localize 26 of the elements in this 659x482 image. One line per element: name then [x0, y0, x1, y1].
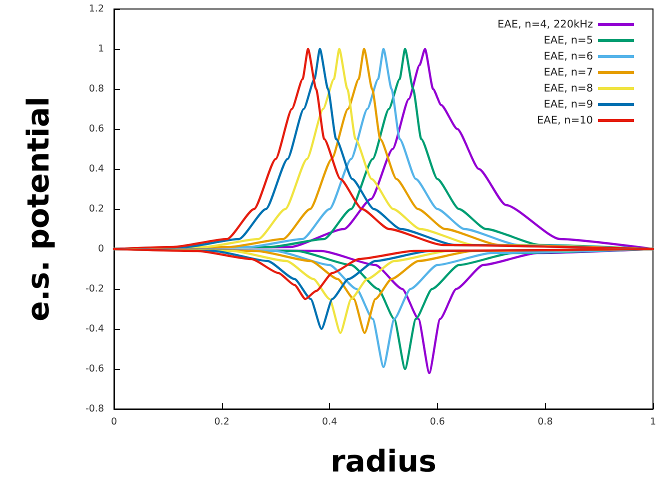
y-tick-label: 1: [98, 44, 104, 54]
x-tick-label: 0.8: [538, 416, 553, 428]
x-tick-label: 0.4: [322, 416, 338, 428]
x-tick-label: 1: [650, 416, 656, 428]
y-tick-label: 0.6: [88, 124, 104, 134]
y-tick-label: 0.8: [88, 84, 104, 94]
y-tick-label: 0.4: [88, 164, 104, 174]
legend-label: EAE, n=9: [544, 98, 593, 110]
legend-label: EAE, n=5: [544, 34, 593, 46]
legend-label: EAE, n=6: [544, 50, 594, 62]
y-tick-label: -0.8: [85, 404, 104, 414]
legend-label: EAE, n=10: [537, 114, 593, 126]
y-tick-label: 1.2: [88, 4, 104, 14]
y-axis-title: e.s. potential: [22, 96, 56, 322]
legend-label: EAE, n=8: [544, 82, 593, 94]
x-tick-label: 0.2: [214, 416, 230, 428]
x-tick-label: 0.6: [430, 416, 445, 428]
x-tick-label: 0: [110, 416, 118, 428]
y-tick-label: 0: [98, 244, 104, 254]
y-tick-label: -0.6: [85, 364, 104, 374]
y-tick-label: 0.2: [88, 204, 104, 214]
x-axis-title: radius: [330, 444, 436, 480]
legend-label: EAE, n=4, 220kHz: [498, 18, 594, 30]
legend-label: EAE, n=7: [544, 66, 593, 78]
y-tick-label: -0.4: [85, 324, 104, 334]
y-tick-label: -0.2: [85, 284, 104, 294]
